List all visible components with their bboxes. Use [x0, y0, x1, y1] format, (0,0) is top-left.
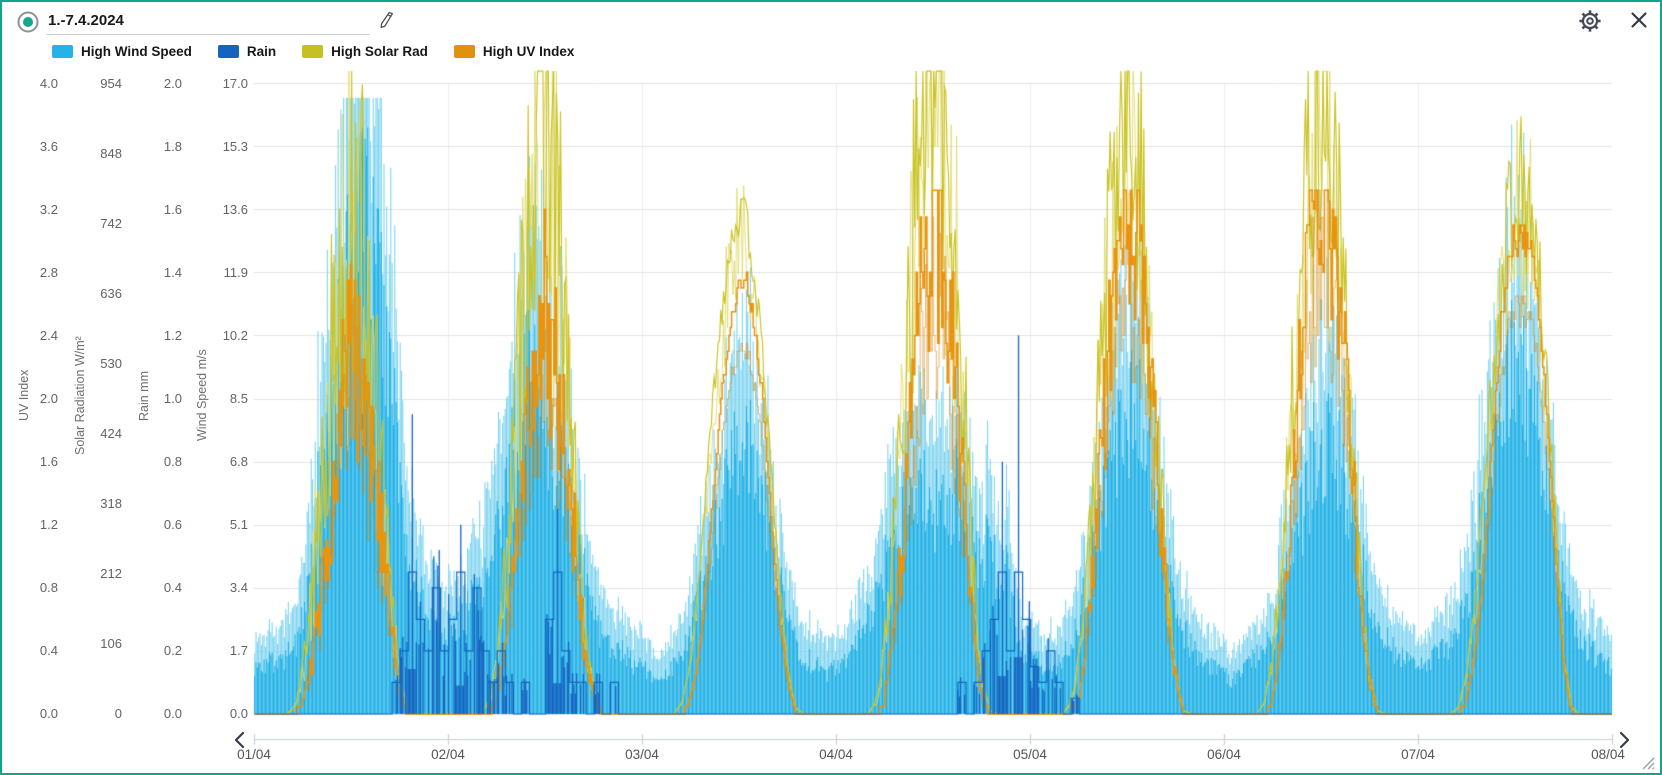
uv-tick: 0.0: [39, 706, 58, 721]
legend-item-rain[interactable]: Rain: [217, 44, 277, 59]
legend-item-high-wind-speed[interactable]: High Wind Speed: [52, 44, 192, 59]
legend-label: High UV Index: [482, 44, 575, 59]
uv-tick: 2.8: [39, 265, 58, 280]
x-label: 04/04: [819, 747, 853, 762]
x-label: 03/04: [625, 747, 659, 762]
close-button[interactable]: [1630, 11, 1648, 29]
rain-tick: 0.6: [163, 517, 182, 532]
wind-tick: 11.9: [223, 265, 248, 280]
x-label: 01/04: [237, 747, 271, 762]
x-label: 07/04: [1401, 747, 1435, 762]
solar-swatch: [302, 45, 324, 58]
solar-tick: 424: [100, 426, 122, 441]
rain-tick: 1.6: [163, 202, 182, 217]
solar-axis-ticks: 954 848 742 636 530 424 318 212 106 0: [88, 76, 122, 721]
uv-tick: 0.8: [39, 580, 58, 595]
solar-tick: 954: [100, 76, 122, 91]
rain-tick: 1.0: [163, 391, 182, 406]
wind-tick: 10.2: [222, 328, 248, 343]
wind-tick: 8.5: [229, 391, 248, 406]
gear-icon: [1579, 10, 1601, 32]
solar-tick: 742: [100, 216, 122, 231]
x-label: 06/04: [1207, 747, 1241, 762]
uv-axis-ticks: 4.0 3.6 3.2 2.8 2.4 2.0 1.6 1.2 0.8 0.4 …: [26, 76, 58, 721]
rain-tick: 1.8: [163, 139, 182, 154]
scroll-left-button[interactable]: [230, 730, 250, 750]
solar-tick: 530: [100, 356, 122, 371]
legend-item-high-uv-index[interactable]: High UV Index: [453, 44, 575, 59]
solar-tick: 0: [114, 706, 122, 721]
wind-axis-title: Wind Speed m/s: [195, 349, 209, 442]
x-label: 08/04: [1591, 747, 1625, 762]
solar-tick: 636: [100, 286, 122, 301]
pencil-icon: [380, 11, 394, 29]
dataset-radio-button[interactable]: [16, 10, 40, 34]
wind-tick: 6.8: [229, 454, 248, 469]
wind-tick: 3.4: [229, 580, 248, 595]
uv-tick: 1.2: [39, 517, 58, 532]
period-title-input[interactable]: [46, 8, 370, 35]
chevron-right-icon: [1619, 731, 1630, 749]
rain-tick: 1.2: [163, 328, 182, 343]
settings-button[interactable]: [1578, 9, 1602, 33]
legend-label: High Wind Speed: [81, 44, 192, 59]
rain-tick: 0.2: [163, 643, 182, 658]
wind-tick: 17.0: [222, 76, 248, 91]
solar-tick: 318: [100, 496, 122, 511]
rain-tick: 0.0: [163, 706, 182, 721]
uv-tick: 4.0: [39, 76, 58, 91]
wind-swatch: [52, 45, 73, 58]
wind-tick: 1.7: [229, 643, 248, 658]
x-icon: [1631, 12, 1647, 28]
solar-tick: 212: [100, 566, 122, 581]
x-label: 02/04: [431, 747, 465, 762]
edit-title-button[interactable]: [378, 10, 396, 30]
chevron-left-icon: [234, 731, 245, 749]
radio-selected-icon: [17, 11, 39, 33]
uv-swatch: [453, 45, 475, 58]
uv-tick: 2.0: [39, 391, 58, 406]
x-label: 05/04: [1013, 747, 1047, 762]
legend-label: Rain: [246, 44, 277, 59]
uv-tick: 2.4: [39, 328, 58, 343]
legend-label: High Solar Rad: [331, 44, 428, 59]
rain-tick: 0.8: [163, 454, 182, 469]
rain-tick: 2.0: [163, 76, 182, 91]
solar-axis-title: Solar Radiation W/m²: [73, 336, 87, 455]
wind-tick: 15.3: [222, 139, 248, 154]
wind-tick: 5.1: [229, 517, 248, 532]
solar-tick: 848: [100, 146, 122, 161]
rain-tick: 0.4: [163, 580, 182, 595]
uv-tick: 3.2: [39, 202, 58, 217]
wind-tick: 0.0: [229, 706, 248, 721]
wind-axis-ticks: 17.0 15.3 13.6 11.9 10.2 8.5 6.8 5.1 3.4…: [210, 76, 248, 721]
legend-item-high-solar-rad[interactable]: High Solar Rad: [302, 44, 428, 59]
wind-tick: 13.6: [222, 202, 248, 217]
uv-tick: 1.6: [39, 454, 58, 469]
scroll-right-button[interactable]: [1614, 730, 1634, 750]
rain-swatch: [217, 45, 239, 58]
rain-tick: 1.4: [163, 265, 182, 280]
chart-legend: High Wind Speed Rain High Solar Rad High…: [52, 44, 574, 59]
solar-tick: 106: [100, 636, 122, 651]
resize-grip-icon[interactable]: [1640, 755, 1656, 771]
rain-axis-ticks: 2.0 1.8 1.6 1.4 1.2 1.0 0.8 0.6 0.4 0.2 …: [150, 76, 182, 721]
uv-tick: 0.4: [39, 643, 58, 658]
uv-tick: 3.6: [39, 139, 58, 154]
